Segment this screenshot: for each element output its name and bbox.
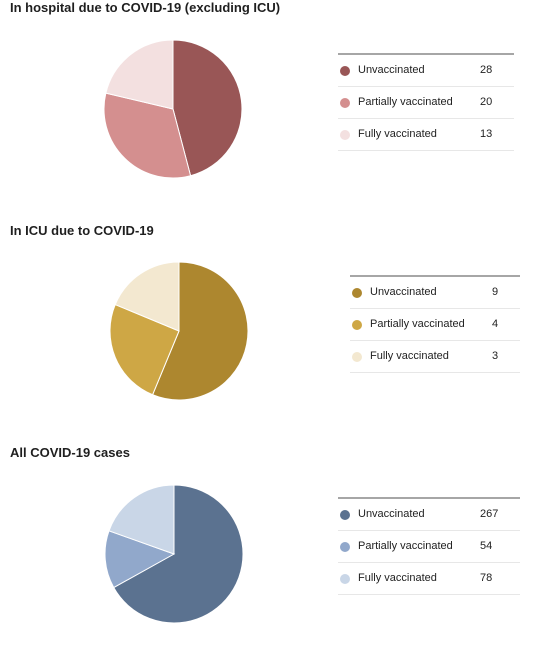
- legend-swatch: [340, 66, 350, 76]
- legend-swatch: [352, 288, 362, 298]
- legend-value: 28: [480, 64, 493, 76]
- chart-title: In ICU due to COVID-19: [10, 223, 154, 238]
- legend-swatch: [340, 130, 350, 140]
- pie-chart: [109, 261, 249, 401]
- legend-swatch: [340, 510, 350, 520]
- legend-value: 13: [480, 128, 493, 140]
- legend-value: 4: [492, 318, 499, 330]
- legend-value: 267: [480, 508, 499, 520]
- pie-slice-unvaccinated: [151, 261, 249, 401]
- legend-label: Unvaccinated: [370, 286, 437, 298]
- pie-slice-fully-vaccinated: [114, 261, 180, 332]
- legend-item-unvaccinated: Unvaccinated 267: [338, 499, 520, 531]
- legend-item-fully-vaccinated: Fully vaccinated 3: [350, 341, 520, 373]
- chart-title: All COVID-19 cases: [10, 445, 130, 460]
- legend-item-partially-vaccinated: Partially vaccinated 54: [338, 531, 520, 563]
- pie-slice-unvaccinated: [172, 39, 243, 177]
- legend-value: 3: [492, 350, 499, 362]
- legend-item-partially-vaccinated: Partially vaccinated 20: [338, 87, 514, 119]
- legend-label: Unvaccinated: [358, 508, 425, 520]
- legend-swatch: [340, 574, 350, 584]
- chart-legend: Unvaccinated 267 Partially vaccinated 54…: [338, 497, 520, 595]
- legend-label: Partially vaccinated: [370, 318, 465, 330]
- chart-legend: Unvaccinated 9 Partially vaccinated 4 Fu…: [350, 275, 520, 373]
- pie-chart: [104, 484, 244, 624]
- legend-swatch: [352, 352, 362, 362]
- pie-slice-partially-vaccinated: [109, 303, 180, 396]
- legend-label: Unvaccinated: [358, 64, 425, 76]
- pie-slice-partially-vaccinated: [103, 92, 192, 179]
- legend-label: Fully vaccinated: [358, 128, 437, 140]
- pie-slice-fully-vaccinated: [108, 484, 175, 555]
- legend-label: Partially vaccinated: [358, 540, 453, 552]
- legend-item-partially-vaccinated: Partially vaccinated 4: [350, 309, 520, 341]
- pie-slice-fully-vaccinated: [105, 39, 174, 110]
- legend-label: Partially vaccinated: [358, 96, 453, 108]
- legend-item-unvaccinated: Unvaccinated 9: [350, 277, 520, 309]
- legend-swatch: [340, 542, 350, 552]
- pie-slice-partially-vaccinated: [104, 530, 176, 589]
- legend-swatch: [352, 320, 362, 330]
- chart-title: In hospital due to COVID-19 (excluding I…: [10, 0, 281, 15]
- legend-value: 20: [480, 96, 493, 108]
- legend-item-fully-vaccinated: Fully vaccinated 78: [338, 563, 520, 595]
- legend-item-fully-vaccinated: Fully vaccinated 13: [338, 119, 514, 151]
- pie-chart: [103, 39, 243, 179]
- legend-label: Fully vaccinated: [370, 350, 449, 362]
- legend-value: 9: [492, 286, 499, 298]
- legend-label: Fully vaccinated: [358, 572, 437, 584]
- legend-value: 54: [480, 540, 493, 552]
- legend-value: 78: [480, 572, 493, 584]
- legend-item-unvaccinated: Unvaccinated 28: [338, 55, 514, 87]
- legend-swatch: [340, 98, 350, 108]
- chart-legend: Unvaccinated 28 Partially vaccinated 20 …: [338, 53, 514, 151]
